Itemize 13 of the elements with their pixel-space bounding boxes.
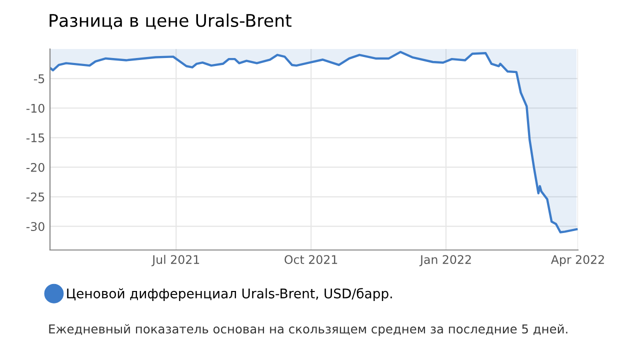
x-tick-label: Oct 2021 <box>284 255 338 264</box>
chart-title: Разница в цене Urals-Brent <box>50 14 292 30</box>
y-tick-label: -10 <box>26 104 44 113</box>
y-tick-label: -20 <box>26 162 44 172</box>
x-tick-label: Jul 2021 <box>152 254 200 266</box>
y-tick-label: -5 <box>34 74 44 84</box>
x-tick-label: Jan 2022 <box>419 255 471 266</box>
y-tick-label: -30 <box>26 222 44 232</box>
x-tick-label: Apr 2022 <box>550 255 604 266</box>
text: Ежедневный показатель основан на скользящем среднем за последние 5 дней. <box>49 324 568 336</box>
legend-label: Ценовой дифференциал Urals-Brent, USD/барр. <box>67 288 392 301</box>
y-tick-label: -25 <box>26 192 44 202</box>
y-tick-label: -15 <box>26 134 44 142</box>
